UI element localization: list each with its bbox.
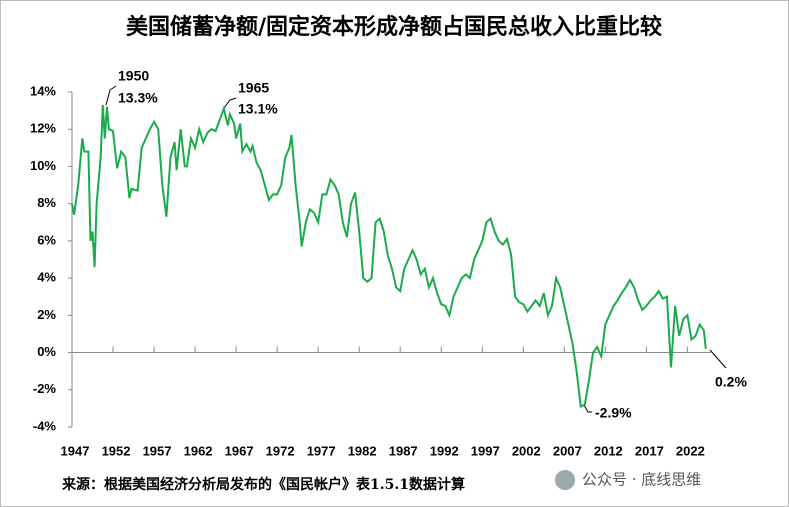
y-tick-label: -2%	[33, 381, 57, 396]
y-tick-label: 8%	[37, 195, 56, 210]
y-tick-label: 0%	[37, 344, 56, 359]
x-tick-label: 1977	[307, 443, 336, 458]
x-tick-label: 1997	[471, 443, 500, 458]
x-tick-label: 2007	[553, 443, 582, 458]
x-tick-label: 1962	[184, 443, 213, 458]
x-tick-label: 2012	[594, 443, 623, 458]
data-line	[71, 104, 707, 408]
x-tick-label: 2022	[676, 443, 705, 458]
annotation: 0.2%	[715, 374, 747, 390]
x-tick-label: 1972	[266, 443, 295, 458]
x-tick-label: 2017	[635, 443, 664, 458]
x-tick-label: 1992	[430, 443, 459, 458]
x-tick-label: 1957	[143, 443, 172, 458]
x-tick-label: 1952	[102, 443, 131, 458]
chart-title: 美国储蓄净额/固定资本形成净额占国民总收入比重比较	[126, 14, 662, 40]
annotation: -2.9%	[595, 405, 632, 421]
x-tick-label: 1967	[225, 443, 254, 458]
x-tick-label: 1987	[389, 443, 418, 458]
annotation: 13.1%	[238, 101, 278, 117]
annotation: 1965	[238, 80, 269, 96]
y-tick-label: 6%	[37, 232, 56, 247]
y-tick-label: 14%	[30, 83, 56, 98]
watermark: 公众号 · 底线思维	[582, 471, 701, 489]
leader	[223, 97, 237, 109]
y-tick-label: -4%	[33, 418, 57, 433]
y-tick-label: 2%	[37, 307, 56, 322]
leader	[583, 404, 592, 413]
y-tick-label: 4%	[37, 270, 56, 285]
annotation: 1950	[118, 68, 149, 84]
x-tick-label: 2002	[512, 443, 541, 458]
leader	[105, 85, 117, 106]
leader	[709, 349, 727, 369]
watermark-icon	[555, 470, 575, 490]
y-tick-label: 10%	[30, 158, 56, 173]
y-tick-label: 12%	[30, 121, 56, 136]
x-tick-label: 1982	[348, 443, 377, 458]
source: 来源：根据美国经济分析局发布的《国民帐户》表1.5.1数据计算	[61, 476, 465, 493]
x-tick-label: 1947	[61, 443, 90, 458]
annotation: 13.3%	[118, 90, 158, 106]
